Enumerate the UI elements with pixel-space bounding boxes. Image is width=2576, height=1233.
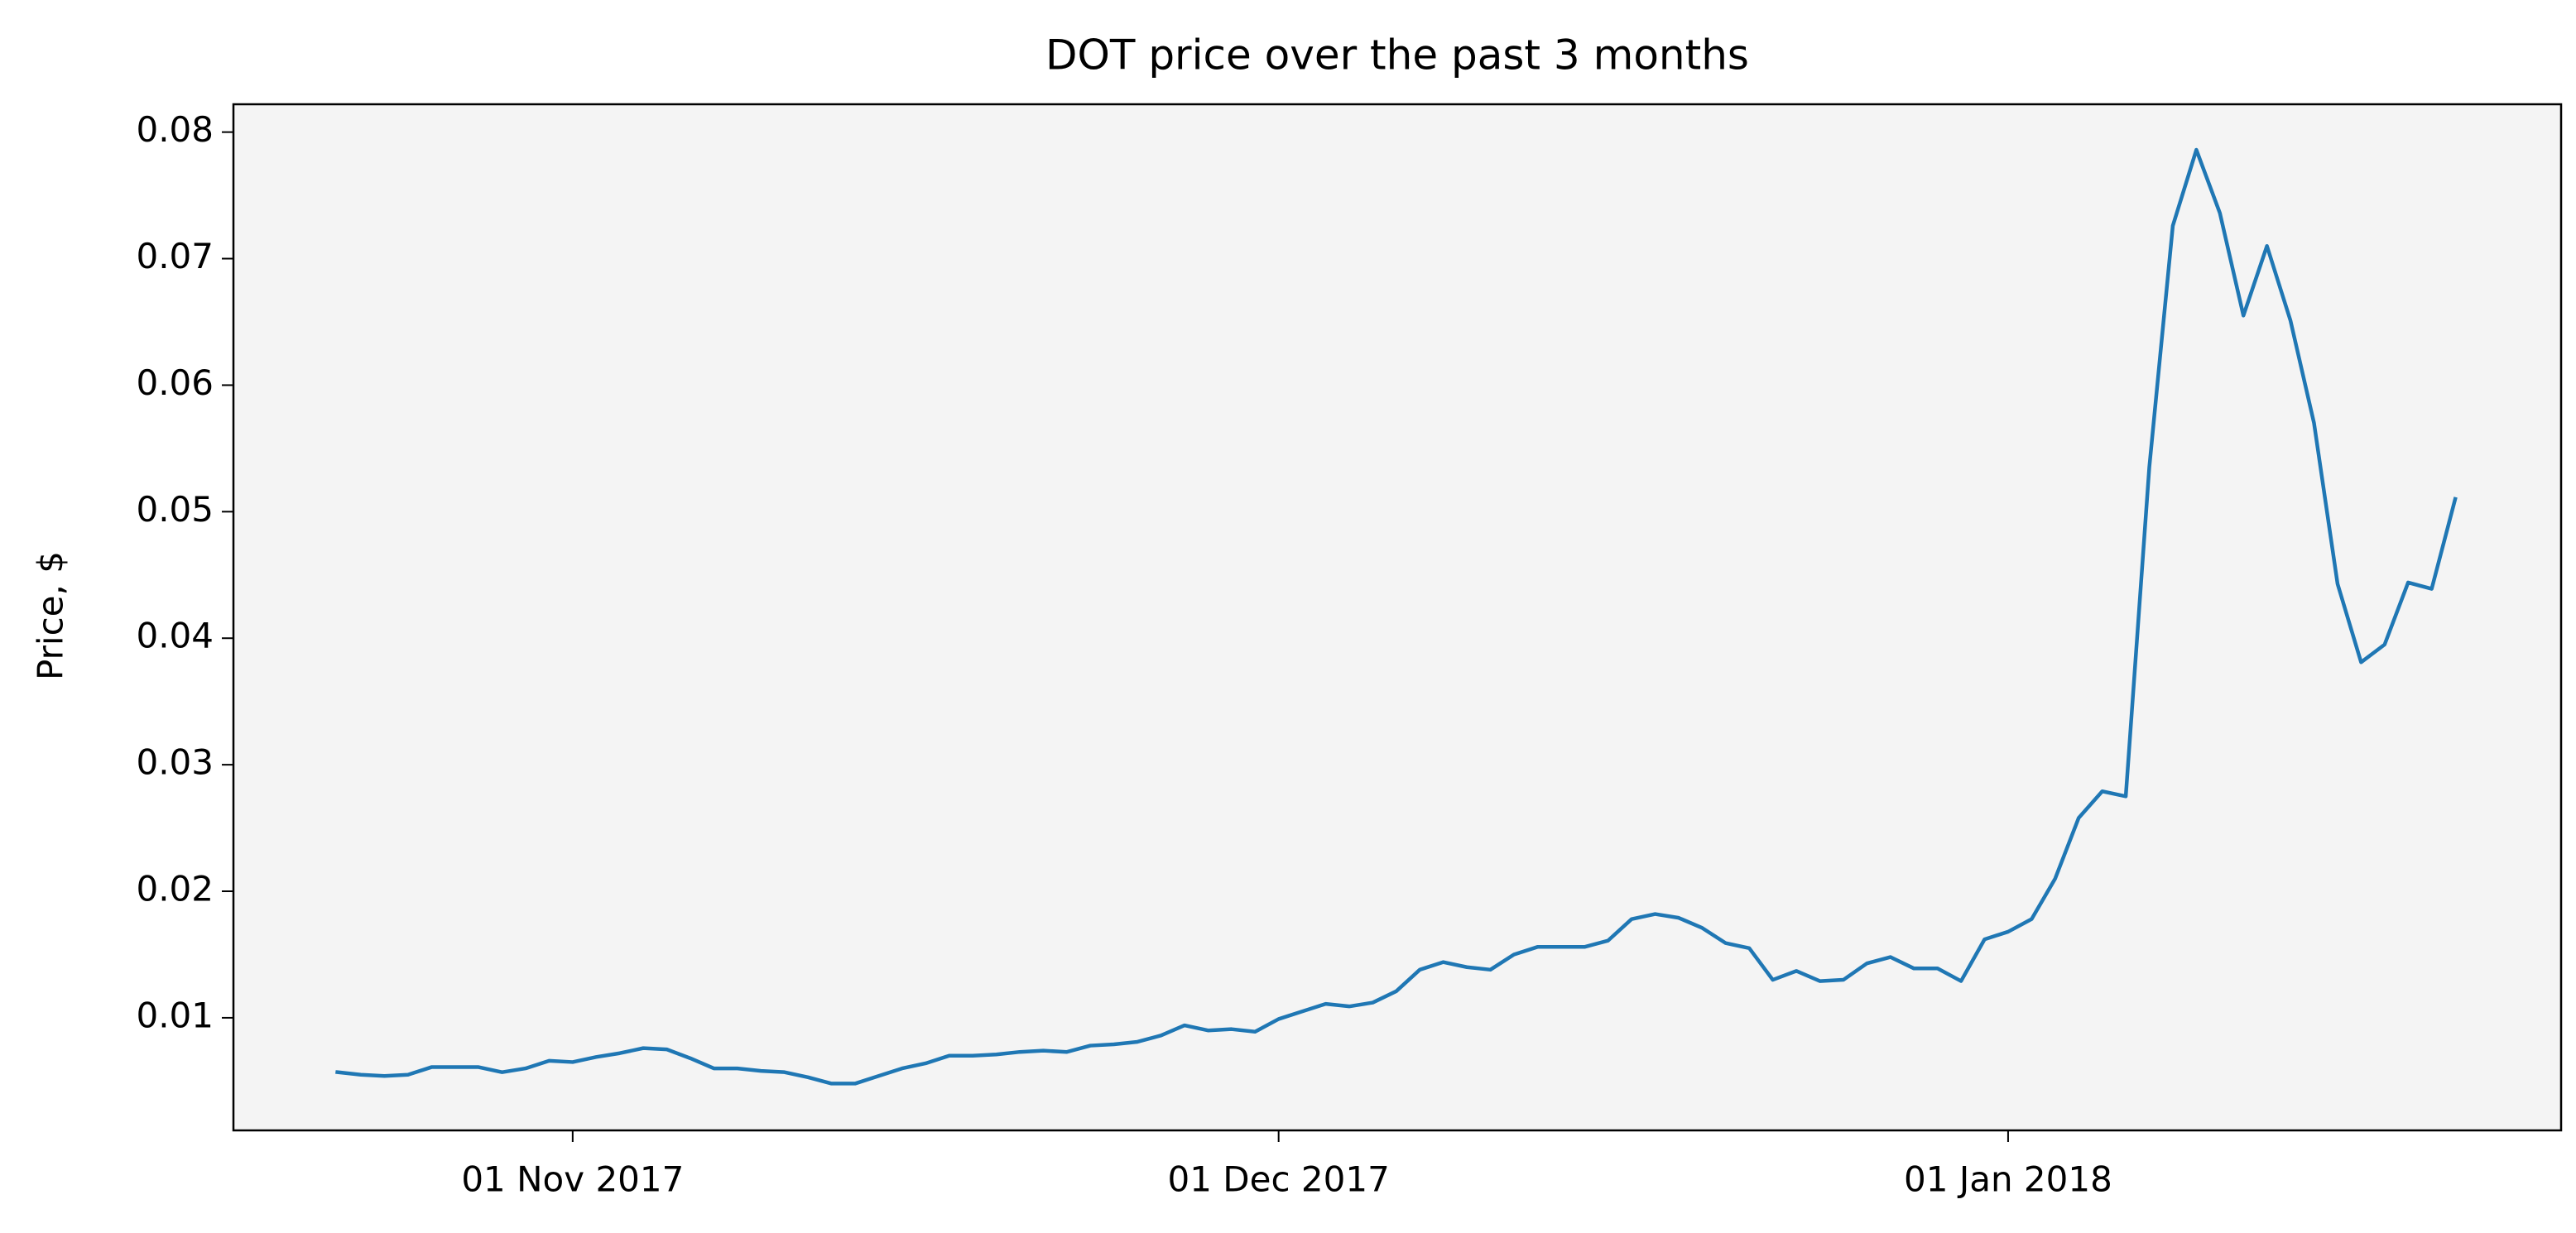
x-tick-label: 01 Jan 2018: [1904, 1159, 2112, 1200]
y-tick-label: 0.08: [136, 109, 214, 150]
chart-title: DOT price over the past 3 months: [1045, 31, 1749, 79]
plot-area: [233, 104, 2561, 1130]
y-tick-label: 0.03: [136, 742, 214, 783]
y-tick-label: 0.06: [136, 362, 214, 403]
plot-frame: [232, 103, 2563, 1132]
x-tick-label: 01 Nov 2017: [461, 1159, 684, 1200]
y-tick-label: 0.07: [136, 236, 214, 276]
y-tick-label: 0.01: [136, 995, 214, 1035]
y-tick-label: 0.04: [136, 616, 214, 656]
y-tick-label: 0.02: [136, 869, 214, 909]
y-axis-label: Price, $: [31, 551, 71, 680]
x-tick-label: 01 Dec 2017: [1168, 1159, 1390, 1200]
y-tick-label: 0.05: [136, 489, 214, 530]
price-line: [335, 147, 2458, 1086]
